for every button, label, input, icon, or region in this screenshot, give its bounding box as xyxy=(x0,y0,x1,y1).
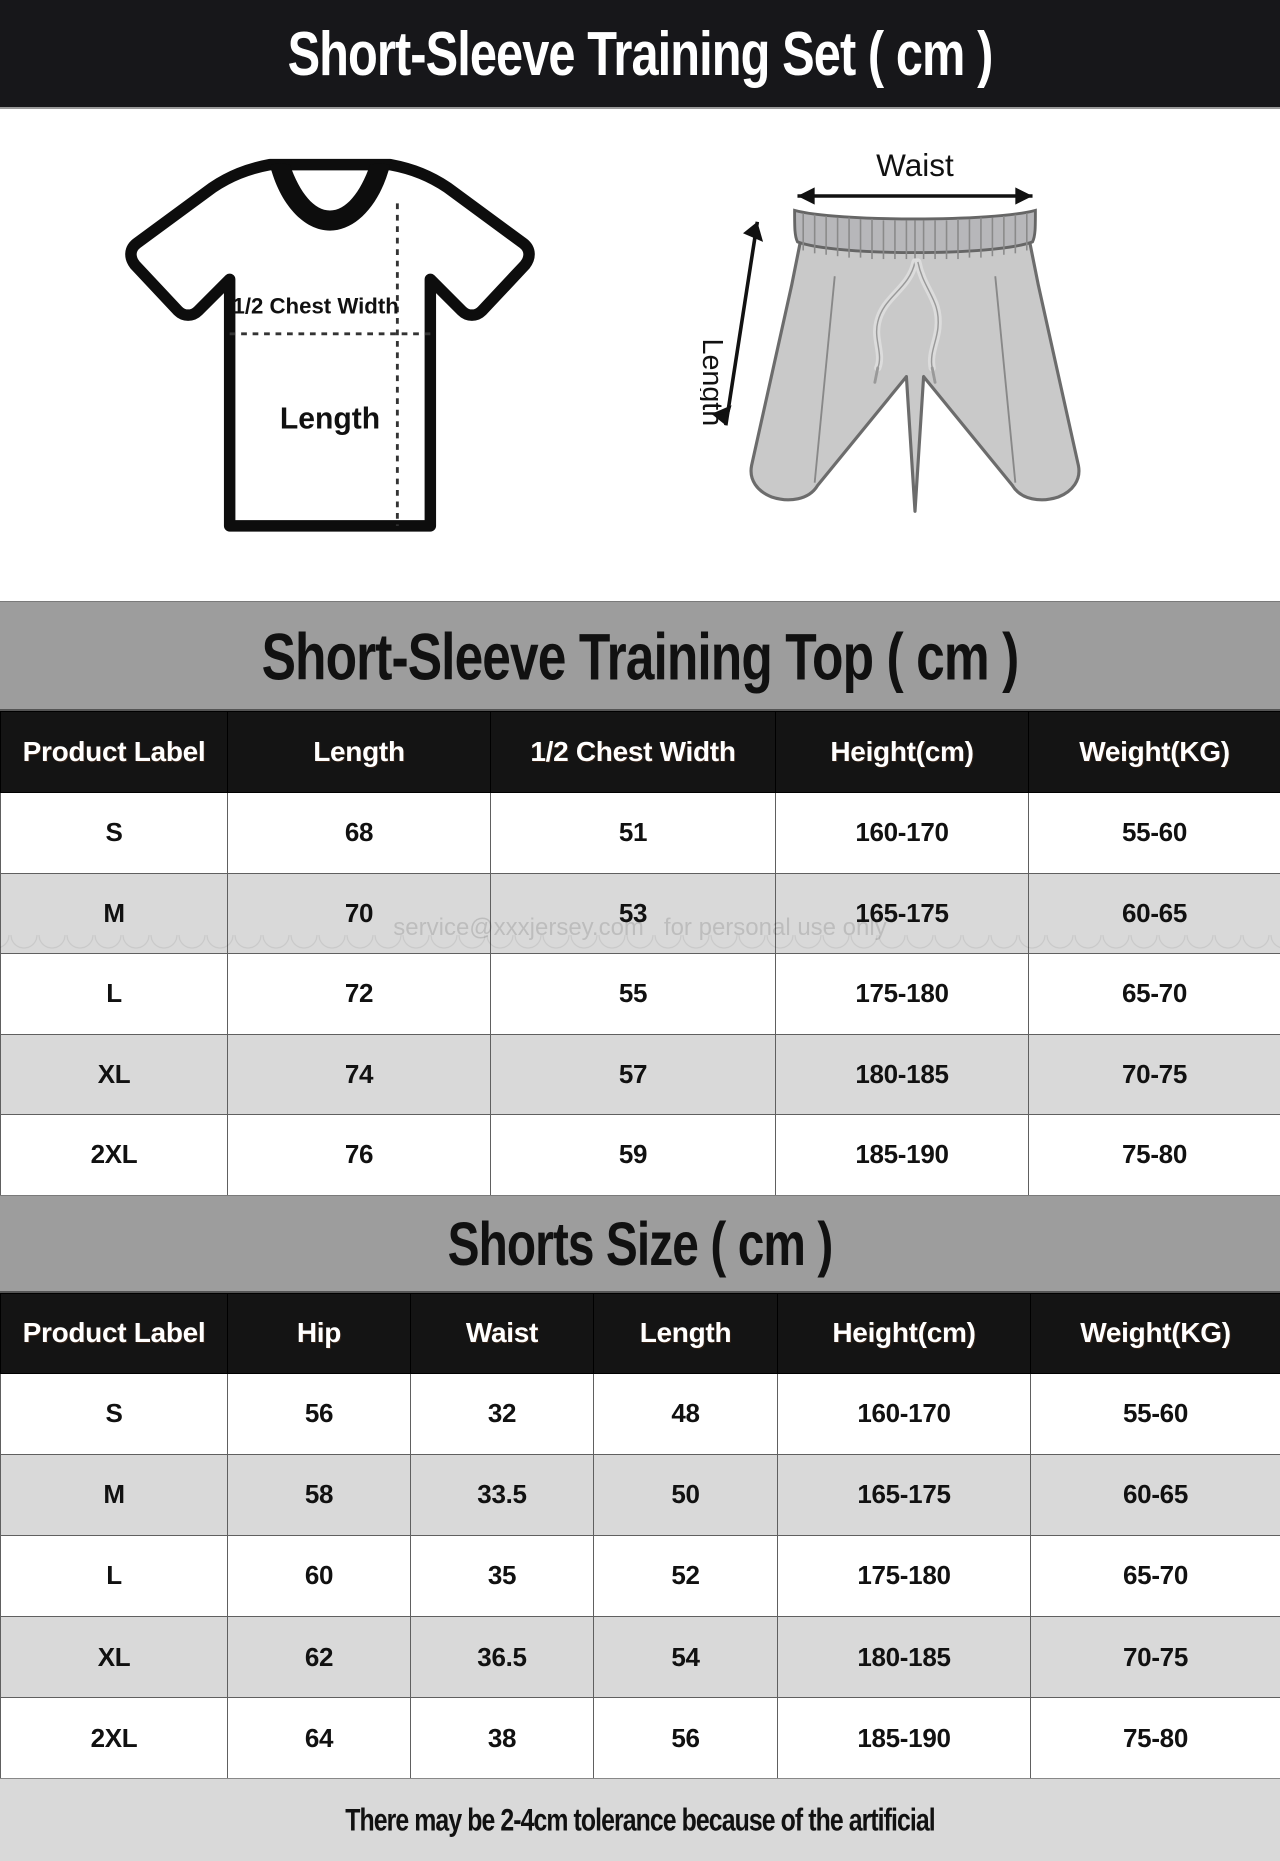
svg-text:1/2 Chest Width: 1/2 Chest Width xyxy=(232,294,398,319)
svg-text:Length: Length xyxy=(700,339,728,427)
svg-text:Length: Length xyxy=(280,402,380,435)
svg-text:Waist: Waist xyxy=(876,153,954,183)
